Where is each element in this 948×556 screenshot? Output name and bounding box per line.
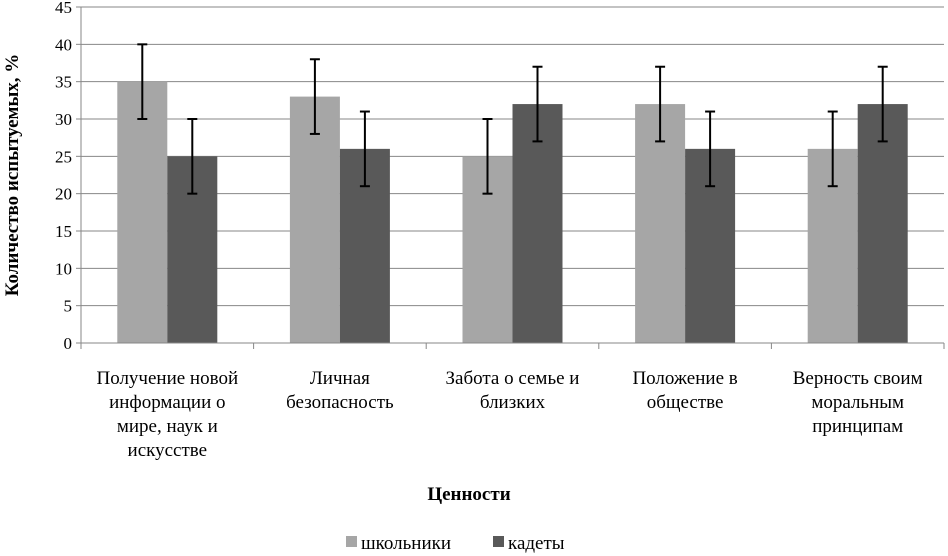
y-tick-label: 45: [55, 0, 72, 17]
x-category-label: Верность своим моральным принципам: [793, 368, 923, 437]
bar-series-2: [857, 104, 908, 343]
bars: [117, 81, 908, 344]
y-axis-title: Количество испытуемых, %: [2, 54, 23, 297]
legend-label: школьники: [361, 533, 451, 554]
x-category-label: Забота о семье и близких: [446, 368, 580, 413]
y-tick-label: 40: [55, 35, 72, 54]
y-tick-label: 15: [55, 222, 72, 241]
x-category-label: Личная безопасность: [286, 368, 394, 413]
y-tick-label: 5: [64, 297, 73, 316]
legend: школьники кадеты: [346, 533, 565, 554]
error-bars: [137, 43, 888, 195]
y-tick-label: 35: [55, 73, 72, 92]
x-axis-title: Ценности: [427, 484, 510, 505]
x-category-label: Положение в обществе: [632, 368, 737, 413]
legend-swatch: [346, 536, 357, 547]
y-tick-label: 25: [55, 147, 72, 166]
y-tick-label: 20: [55, 185, 72, 204]
bar-series-2: [512, 104, 563, 343]
y-tick-label: 30: [55, 110, 72, 129]
bar-series-1: [117, 81, 168, 344]
bar-series-1: [289, 96, 340, 343]
legend-label: кадеты: [508, 533, 565, 554]
legend-swatch: [493, 536, 504, 547]
bar-series-1: [635, 104, 686, 343]
axes: [76, 6, 945, 349]
y-tick-label: 10: [55, 259, 72, 278]
y-tick-labels: 0 5 10 15 20 25 30 35 40 45: [55, 0, 72, 353]
y-tick-label: 0: [64, 334, 73, 353]
